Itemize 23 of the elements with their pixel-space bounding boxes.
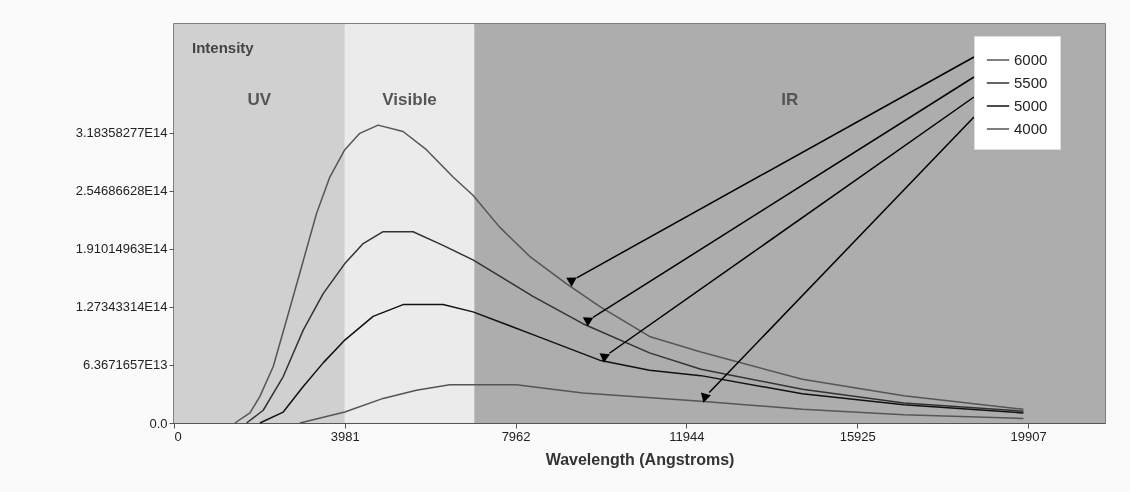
y-tick-label: 0.0 <box>149 415 168 431</box>
band-label: UV <box>247 90 272 109</box>
x-tick-label: 19907 <box>1010 428 1047 444</box>
x-tick-label: 11944 <box>669 428 705 444</box>
y-tick-label: 1.27343314E14 <box>75 299 168 315</box>
x-tick-label: 7962 <box>501 428 531 444</box>
legend-label: 5000 <box>1014 97 1048 114</box>
line-series <box>245 230 1025 424</box>
band-label: Visible <box>382 90 437 109</box>
legend-label: 5500 <box>1014 74 1048 91</box>
legend-label: 6000 <box>1014 51 1048 68</box>
x-axis-title: Wavelength (Angstroms) <box>545 450 735 468</box>
y-tick-label: 6.3671657E13 <box>82 357 168 373</box>
x-tick-label: 0 <box>174 428 182 444</box>
x-tick-label: 15925 <box>839 428 876 444</box>
band-label: IR <box>781 90 799 109</box>
line-series <box>259 303 1025 424</box>
y-tick-label: 2.54686628E14 <box>75 183 168 199</box>
x-tick-label: 3981 <box>330 428 360 444</box>
y-tick-label: 3.18358277E14 <box>75 125 168 141</box>
legend-label: 4000 <box>1014 120 1048 137</box>
y-axis-title: Intensity <box>192 39 255 56</box>
y-tick-label: 1.91014963E14 <box>75 241 168 257</box>
